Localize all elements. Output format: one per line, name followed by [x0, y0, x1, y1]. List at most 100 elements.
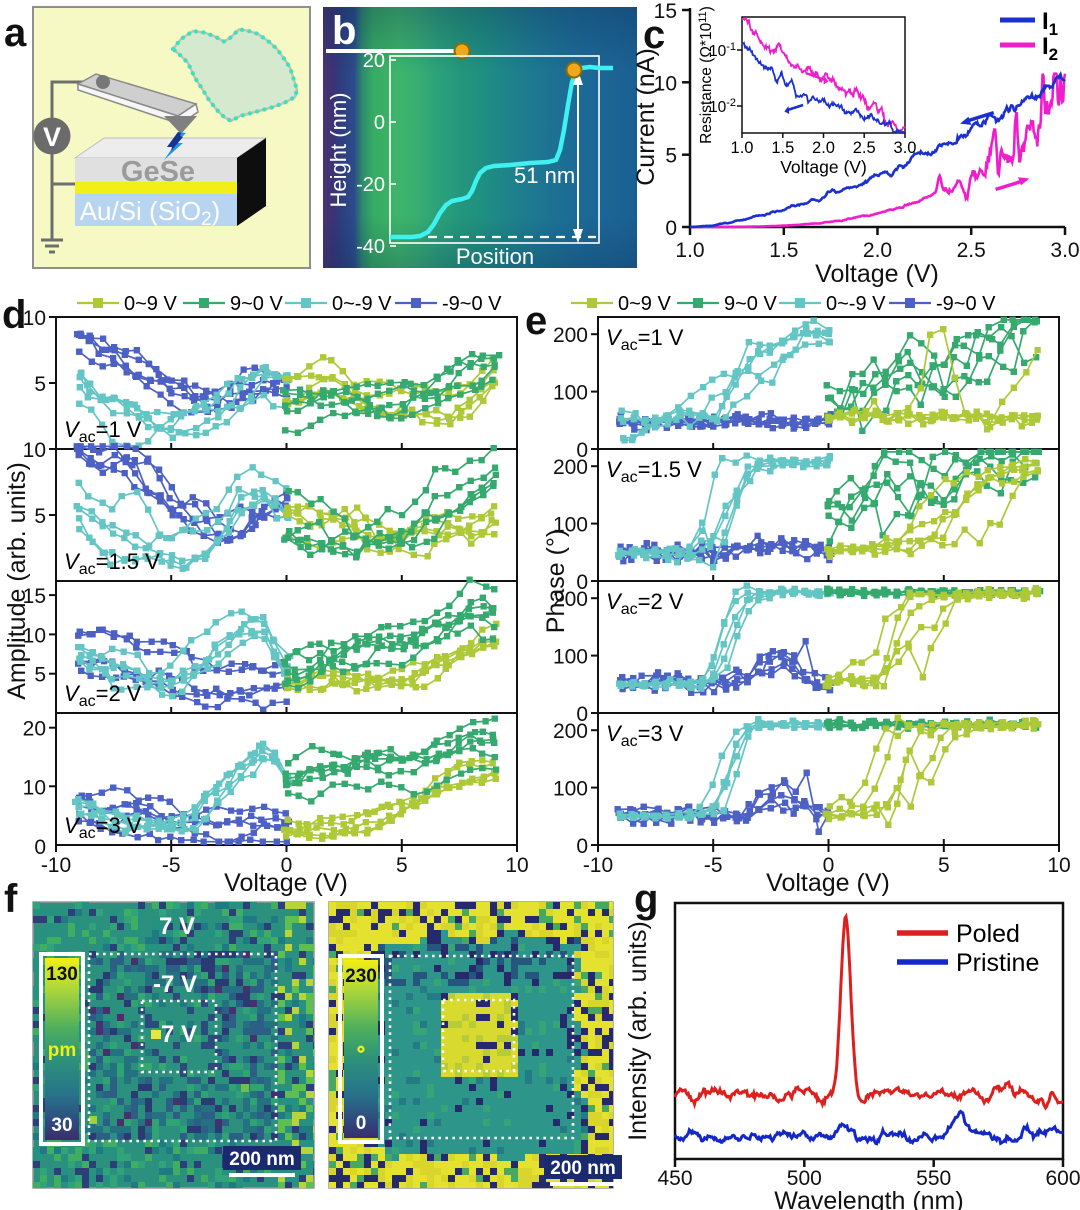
- svg-text:100: 100: [553, 778, 588, 801]
- svg-text:c: c: [643, 13, 665, 57]
- svg-text:5: 5: [665, 145, 677, 168]
- svg-text:0: 0: [576, 439, 588, 462]
- svg-text:20: 20: [23, 718, 46, 741]
- svg-text:Phase (°): Phase (°): [542, 529, 570, 633]
- svg-text:450: 450: [657, 1167, 692, 1190]
- svg-text:-40: -40: [356, 236, 385, 258]
- svg-text:-9~0 V: -9~0 V: [936, 293, 996, 315]
- svg-text:-7 V: -7 V: [153, 971, 197, 998]
- svg-text:-10: -10: [41, 854, 71, 877]
- svg-text:51 nm: 51 nm: [514, 163, 575, 188]
- svg-text:0~-9 V: 0~-9 V: [332, 293, 392, 315]
- svg-text:-20: -20: [356, 174, 385, 196]
- svg-text:200: 200: [553, 456, 588, 479]
- svg-text:0~9 V: 0~9 V: [124, 293, 177, 315]
- svg-text:9~0 V: 9~0 V: [724, 293, 777, 315]
- svg-text:1.5: 1.5: [771, 139, 794, 157]
- svg-text:Vac=1 V: Vac=1 V: [64, 417, 142, 446]
- svg-text:Height (nm): Height (nm): [326, 93, 351, 208]
- svg-text:7 V: 7 V: [161, 1021, 197, 1048]
- svg-text:3.0: 3.0: [894, 139, 917, 157]
- svg-text:0~9 V: 0~9 V: [618, 293, 671, 315]
- svg-text:10: 10: [1047, 854, 1070, 877]
- svg-text:V: V: [43, 122, 61, 152]
- svg-text:5: 5: [34, 373, 46, 396]
- svg-text:0: 0: [34, 836, 46, 859]
- svg-text:230: 230: [345, 966, 377, 987]
- svg-text:Vac=3 V: Vac=3 V: [64, 813, 142, 842]
- svg-text:Vac=2 V: Vac=2 V: [64, 681, 142, 710]
- svg-text:200: 200: [553, 720, 588, 743]
- svg-text:1.0: 1.0: [675, 239, 704, 262]
- svg-text:100: 100: [553, 514, 588, 537]
- svg-text:-5: -5: [162, 854, 181, 877]
- svg-text:5: 5: [396, 854, 408, 877]
- svg-text:10: 10: [23, 439, 46, 462]
- svg-text:200: 200: [553, 588, 588, 611]
- svg-text:10: 10: [23, 776, 46, 799]
- svg-text:-9~0 V: -9~0 V: [442, 293, 502, 315]
- svg-text:Voltage (V): Voltage (V): [766, 869, 890, 897]
- svg-text:2.0: 2.0: [863, 239, 892, 262]
- svg-text:2.5: 2.5: [853, 139, 876, 157]
- svg-text:15: 15: [23, 585, 46, 608]
- svg-text:200 nm: 200 nm: [229, 1149, 294, 1170]
- svg-text:500: 500: [787, 1167, 822, 1190]
- svg-text:⚬: ⚬: [353, 1040, 369, 1061]
- svg-text:5: 5: [34, 664, 46, 687]
- svg-text:Amplitude (arb. units): Amplitude (arb. units): [3, 462, 31, 700]
- svg-text:0: 0: [576, 835, 588, 858]
- svg-text:a: a: [4, 11, 27, 55]
- svg-text:100: 100: [553, 646, 588, 669]
- svg-text:0: 0: [665, 217, 677, 240]
- svg-text:Pristine: Pristine: [956, 949, 1039, 977]
- svg-text:Voltage (V): Voltage (V): [780, 157, 867, 177]
- svg-text:Vac=1.5 V: Vac=1.5 V: [606, 457, 702, 486]
- svg-text:5: 5: [34, 505, 46, 528]
- svg-text:10: 10: [23, 624, 46, 647]
- svg-text:3.0: 3.0: [1050, 239, 1079, 262]
- svg-text:7 V: 7 V: [159, 913, 195, 940]
- svg-text:30: 30: [51, 1115, 72, 1136]
- svg-text:pm: pm: [48, 1040, 77, 1061]
- svg-text:Wavelength (nm): Wavelength (nm): [774, 1187, 963, 1210]
- svg-text:0: 0: [823, 854, 835, 877]
- svg-text:g: g: [634, 877, 658, 921]
- svg-text:550: 550: [916, 1167, 951, 1190]
- svg-text:600: 600: [1045, 1167, 1080, 1190]
- svg-text:Voltage (V): Voltage (V): [224, 869, 348, 897]
- svg-text:Voltage (V): Voltage (V): [815, 260, 939, 288]
- svg-text:Intensity (arb. units): Intensity (arb. units): [624, 921, 652, 1141]
- svg-text:e: e: [525, 299, 547, 343]
- svg-text:Resistance (Ω*1011): Resistance (Ω*1011): [697, 6, 715, 144]
- svg-text:10: 10: [23, 307, 46, 330]
- svg-text:5: 5: [938, 854, 950, 877]
- svg-text:Vac=1.5 V: Vac=1.5 V: [64, 549, 160, 578]
- svg-text:100: 100: [553, 382, 588, 405]
- svg-text:9~0 V: 9~0 V: [230, 293, 283, 315]
- svg-text:15: 15: [654, 0, 677, 23]
- svg-text:-5: -5: [704, 854, 723, 877]
- svg-text:Vac=1 V: Vac=1 V: [606, 325, 684, 354]
- svg-text:2.0: 2.0: [812, 139, 835, 157]
- svg-text:0~-9 V: 0~-9 V: [826, 293, 886, 315]
- svg-text:10: 10: [505, 854, 528, 877]
- svg-text:-10: -10: [583, 854, 613, 877]
- svg-text:Current (nA): Current (nA): [632, 48, 660, 186]
- svg-text:b: b: [332, 9, 356, 53]
- svg-text:Poled: Poled: [956, 920, 1020, 948]
- svg-text:0: 0: [374, 112, 385, 134]
- svg-text:1.5: 1.5: [769, 239, 798, 262]
- svg-text:Position: Position: [456, 244, 534, 269]
- svg-text:0: 0: [281, 854, 293, 877]
- svg-text:Au/Si (SiO2): Au/Si (SiO2): [80, 196, 221, 230]
- svg-text:200 nm: 200 nm: [550, 1158, 615, 1179]
- svg-text:1.0: 1.0: [731, 139, 754, 157]
- svg-text:0: 0: [356, 1113, 367, 1134]
- svg-text:2.5: 2.5: [957, 239, 986, 262]
- svg-text:0: 0: [576, 703, 588, 726]
- svg-text:200: 200: [553, 324, 588, 347]
- svg-text:d: d: [2, 293, 26, 337]
- svg-text:10: 10: [654, 72, 677, 95]
- svg-text:f: f: [4, 877, 18, 921]
